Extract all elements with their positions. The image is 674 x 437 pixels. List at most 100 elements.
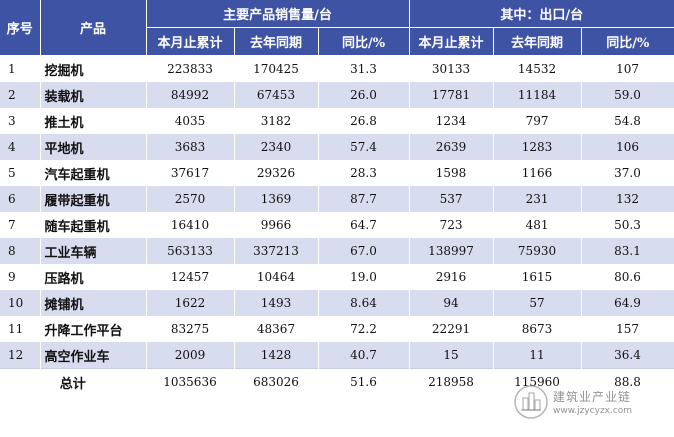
row-sales-yoy: 67.0 [318,238,410,264]
row-sales-ytd: 2570 [146,186,235,212]
row-sales-yoy: 26.8 [318,108,410,134]
row-product-name: 平地机 [40,134,147,160]
row-product-name: 高空作业车 [40,342,147,369]
row-index: 8 [0,238,41,264]
row-sales-prev: 9966 [234,212,319,238]
total-row: 总计 1035636 683026 51.6 218958 115960 88.… [0,368,674,395]
row-sales-ytd: 12457 [146,264,235,290]
table-row: 4 平地机 3683 2340 57.4 2639 1283 106 [0,134,674,160]
row-export-yoy: 59.0 [581,82,674,108]
row-product-name: 履带起重机 [40,186,147,212]
row-export-prev: 11 [493,342,582,369]
table-row: 6 履带起重机 2570 1369 87.7 537 231 132 [0,186,674,212]
table-row: 10 摊铺机 1622 1493 8.64 94 57 64.9 [0,290,674,316]
row-sales-yoy: 87.7 [318,186,410,212]
row-sales-prev: 1428 [234,342,319,369]
row-export-ytd: 22291 [409,316,494,342]
row-export-ytd: 723 [409,212,494,238]
row-index: 1 [0,55,41,82]
row-sales-yoy: 28.3 [318,160,410,186]
table-row: 11 升降工作平台 83275 48367 72.2 22291 8673 157 [0,316,674,342]
row-product-name: 工业车辆 [40,238,147,264]
sales-table: 序号 产品 主要产品销售量/台 其中：出口/台 本月止累计 去年同期 同比/% … [0,0,674,395]
row-index: 9 [0,264,41,290]
header-sales-ytd: 本月止累计 [146,27,235,56]
row-sales-ytd: 1622 [146,290,235,316]
row-sales-prev: 1493 [234,290,319,316]
row-product-name: 压路机 [40,264,147,290]
row-sales-yoy: 19.0 [318,264,410,290]
header-sales-prev: 去年同期 [234,27,319,56]
row-export-yoy: 36.4 [581,342,674,369]
total-sales-yoy: 51.6 [318,368,410,395]
row-index: 10 [0,290,41,316]
row-export-prev: 1166 [493,160,582,186]
row-product-name: 摊铺机 [40,290,147,316]
row-sales-yoy: 72.2 [318,316,410,342]
table-row: 2 装载机 84992 67453 26.0 17781 11184 59.0 [0,82,674,108]
row-sales-yoy: 31.3 [318,55,410,82]
row-sales-ytd: 84992 [146,82,235,108]
row-export-prev: 1615 [493,264,582,290]
row-sales-prev: 1369 [234,186,319,212]
row-sales-prev: 67453 [234,82,319,108]
table-row: 3 推土机 4035 3182 26.8 1234 797 54.8 [0,108,674,134]
total-sales-prev: 683026 [234,368,319,395]
row-index: 4 [0,134,41,160]
row-sales-yoy: 8.64 [318,290,410,316]
row-export-prev: 14532 [493,55,582,82]
row-export-prev: 11184 [493,82,582,108]
row-export-yoy: 37.0 [581,160,674,186]
row-export-yoy: 157 [581,316,674,342]
row-sales-prev: 10464 [234,264,319,290]
total-export-prev: 115960 [493,368,582,395]
row-export-prev: 8673 [493,316,582,342]
row-sales-prev: 337213 [234,238,319,264]
row-export-ytd: 17781 [409,82,494,108]
row-export-ytd: 30133 [409,55,494,82]
header-index: 序号 [0,0,41,56]
row-sales-yoy: 40.7 [318,342,410,369]
row-sales-yoy: 57.4 [318,134,410,160]
row-index: 11 [0,316,41,342]
row-index: 7 [0,212,41,238]
row-export-yoy: 83.1 [581,238,674,264]
row-sales-prev: 2340 [234,134,319,160]
table-row: 5 汽车起重机 37617 29326 28.3 1598 1166 37.0 [0,160,674,186]
table-row: 9 压路机 12457 10464 19.0 2916 1615 80.6 [0,264,674,290]
header-group-sales: 主要产品销售量/台 [146,0,410,28]
row-sales-ytd: 4035 [146,108,235,134]
row-export-ytd: 2639 [409,134,494,160]
row-sales-ytd: 83275 [146,316,235,342]
row-index: 2 [0,82,41,108]
row-export-ytd: 1598 [409,160,494,186]
row-sales-prev: 48367 [234,316,319,342]
total-export-yoy: 88.8 [581,368,674,395]
row-export-yoy: 54.8 [581,108,674,134]
row-export-prev: 797 [493,108,582,134]
row-sales-ytd: 16410 [146,212,235,238]
row-export-prev: 231 [493,186,582,212]
row-index: 5 [0,160,41,186]
row-index: 12 [0,342,41,369]
table-row: 8 工业车辆 563133 337213 67.0 138997 75930 83.1 [0,238,674,264]
row-index: 6 [0,186,41,212]
row-export-prev: 481 [493,212,582,238]
header-export-yoy: 同比/% [581,27,674,56]
total-export-ytd: 218958 [409,368,494,395]
row-sales-ytd: 37617 [146,160,235,186]
row-export-prev: 75930 [493,238,582,264]
watermark-url: www.jzycyzx.com [553,406,633,416]
header-export-prev: 去年同期 [493,27,582,56]
row-export-yoy: 50.3 [581,212,674,238]
table-row: 1 挖掘机 223833 170425 31.3 30133 14532 107 [0,55,674,82]
row-product-name: 升降工作平台 [40,316,147,342]
row-product-name: 汽车起重机 [40,160,147,186]
row-sales-ytd: 223833 [146,55,235,82]
row-sales-ytd: 3683 [146,134,235,160]
row-sales-prev: 3182 [234,108,319,134]
total-sales-ytd: 1035636 [146,368,235,395]
row-product-name: 推土机 [40,108,147,134]
table-row: 7 随车起重机 16410 9966 64.7 723 481 50.3 [0,212,674,238]
row-export-ytd: 537 [409,186,494,212]
